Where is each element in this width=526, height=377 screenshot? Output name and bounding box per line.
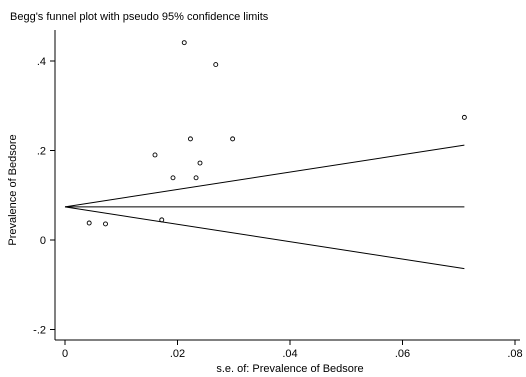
data-points [86,40,467,227]
data-point-8 [197,160,203,166]
x-tick-label-0: 0 [62,348,68,360]
y-axis-label: Prevalence of Bedsore [7,134,19,245]
chart-title: Begg's funnel plot with pseudo 95% confi… [10,11,269,23]
upper-confidence-limit [64,144,465,208]
data-point-2 [152,152,158,158]
x-axis-label: s.e. of: Prevalence of Bedsore [216,363,363,375]
data-point-10 [230,136,236,142]
data-point-6 [187,136,193,142]
confidence-limits [64,144,465,270]
data-point-0 [86,220,92,226]
y-tick-label-0: -.2 [33,325,46,337]
axes: -.2 0 .2 .4 0 .02 .04 .06 .08 [33,30,523,360]
y-tick-label-3: .4 [37,56,46,68]
data-point-7 [193,175,199,181]
data-point-11 [461,114,467,120]
lower-confidence-limit [64,206,465,270]
x-tick-label-1: .02 [170,348,185,360]
x-tick-label-4: .08 [507,348,522,360]
y-tick-label-2: .2 [37,146,46,158]
data-point-1 [103,221,108,227]
x-tick-label-2: .04 [282,348,297,360]
x-tick-label-3: .06 [395,348,410,360]
data-point-9 [213,62,219,68]
data-point-5 [181,40,187,46]
y-tick-label-1: 0 [40,235,46,247]
data-point-3 [159,217,165,223]
data-point-4 [170,175,176,181]
